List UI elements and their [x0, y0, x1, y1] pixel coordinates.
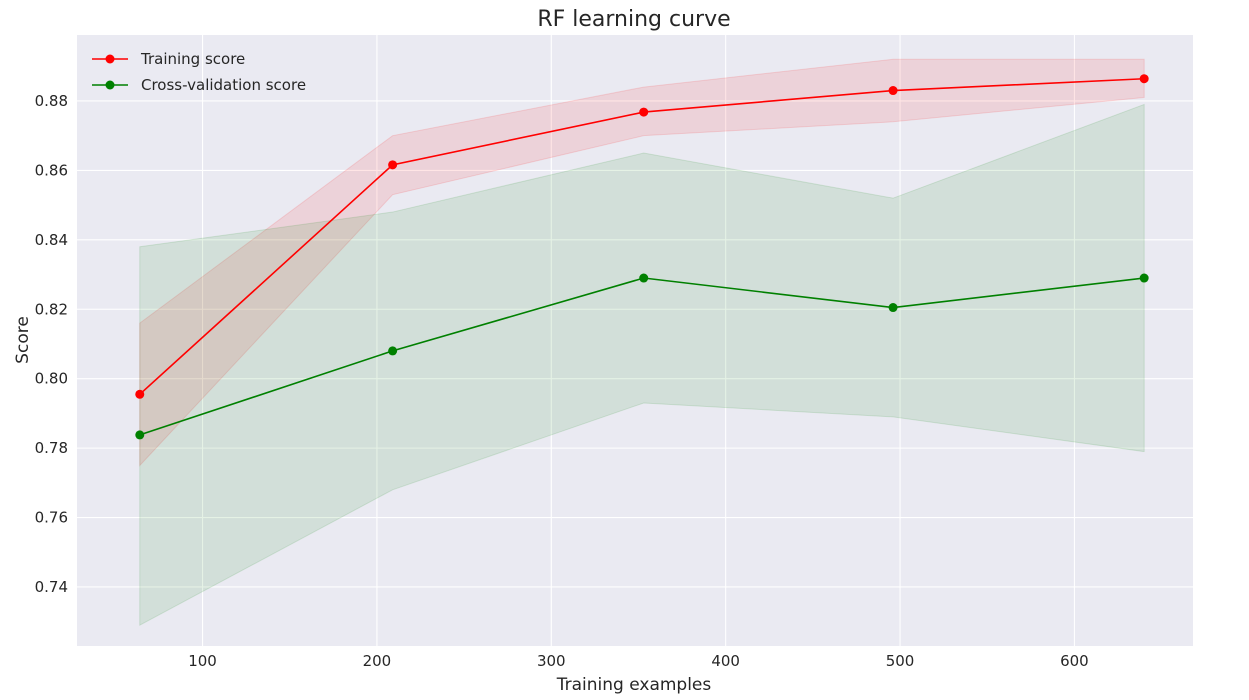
y-tick-label: 0.76	[35, 509, 68, 527]
x-tick-label: 300	[537, 652, 566, 670]
x-tick-label: 400	[711, 652, 740, 670]
chart-title: RF learning curve	[537, 7, 730, 32]
band-series-1	[139, 103, 1145, 627]
point-series-1	[135, 430, 145, 440]
y-tick-label: 0.78	[35, 439, 68, 457]
point-series-1	[388, 346, 398, 356]
point-series-0	[888, 86, 898, 96]
point-series-1	[888, 303, 898, 313]
y-tick-label: 0.86	[35, 161, 68, 179]
series-points	[135, 74, 1149, 440]
point-series-1	[639, 273, 649, 283]
legend-label-1: Cross-validation score	[141, 76, 306, 94]
y-tick-label: 0.88	[35, 92, 68, 110]
y-tick-label: 0.80	[35, 370, 68, 388]
legend-label-0: Training score	[140, 50, 245, 68]
x-tick-label: 100	[188, 652, 217, 670]
point-series-1	[1139, 273, 1149, 283]
legend-marker-1	[105, 80, 115, 90]
x-tick-labels: 100 200 300 400 500 600	[188, 652, 1089, 670]
x-tick-label: 200	[363, 652, 392, 670]
x-tick-label: 500	[886, 652, 915, 670]
x-tick-label: 600	[1060, 652, 1089, 670]
y-tick-labels: 0.74 0.76 0.78 0.80 0.82 0.84 0.86 0.88	[35, 92, 68, 596]
y-tick-label: 0.84	[35, 231, 68, 249]
x-axis-title: Training examples	[556, 675, 712, 695]
legend: Training score Cross-validation score	[92, 50, 306, 94]
plot-area	[77, 35, 1193, 646]
point-series-0	[388, 160, 398, 170]
legend-marker-0	[105, 54, 115, 64]
y-tick-label: 0.82	[35, 300, 68, 318]
point-series-0	[1139, 74, 1149, 84]
point-series-0	[135, 389, 145, 399]
grid-lines	[77, 35, 1193, 646]
y-tick-label: 0.74	[35, 578, 68, 596]
y-axis-title: Score	[13, 316, 33, 364]
point-series-0	[639, 107, 649, 117]
